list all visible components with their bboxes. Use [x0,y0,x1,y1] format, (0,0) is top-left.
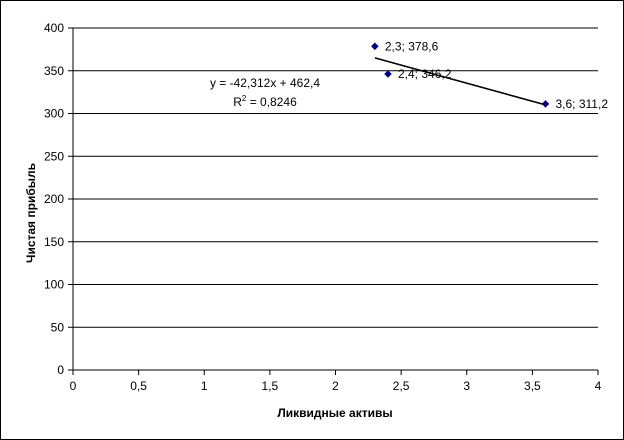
data-labels: 2,3; 378,6 2,4; 346,2 3,6; 311,2 [385,39,608,111]
y-tick-labels: 0 50 100 150 200 250 300 350 400 [44,21,64,377]
trendline-equation: y = -42,312x + 462,4 [210,76,320,90]
trendline [374,57,546,106]
data-label: 3,6; 311,2 [556,97,609,111]
trendline-group [374,57,546,106]
r2-value: = 0,8246 [246,95,297,109]
y-tick-label: 100 [44,278,64,292]
y-tick-label: 200 [44,192,64,206]
data-point [541,100,550,108]
x-tick-labels: 0 0,5 1 1,5 2 2,5 3 3,5 4 [70,379,602,393]
y-tick-label: 150 [44,235,64,249]
y-tick-label: 300 [44,107,64,121]
r2-superscript: 2 [242,94,247,103]
gridlines [73,27,598,328]
x-tick-label: 1 [201,379,208,393]
y-axis-title: Чистая прибыль [24,163,38,263]
y-tick-label: 350 [44,64,64,78]
y-tick-label: 0 [57,363,64,377]
y-tick-label: 250 [44,149,64,163]
x-tick-label: 2 [332,379,339,393]
data-label: 2,3; 378,6 [385,39,439,53]
axes [68,27,599,375]
x-tick-label: 0,5 [130,379,147,393]
x-tick-label: 4 [595,379,602,393]
x-tick-label: 1,5 [262,379,279,393]
x-axis-title: Ликвидные активы [277,406,392,420]
y-tick-label: 50 [51,320,65,334]
x-tick-label: 3,5 [524,379,541,393]
r2-prefix: R [233,95,242,109]
x-tick-label: 0 [70,379,77,393]
data-label: 2,4; 346,2 [398,67,452,81]
data-point [384,70,392,78]
y-tick-label: 400 [44,21,64,35]
x-tick-label: 3 [463,379,470,393]
data-point [371,42,379,51]
data-points [371,42,550,108]
trendline-r-squared: R2 = 0,8246 [233,94,297,109]
x-tick-label: 2,5 [393,379,410,393]
